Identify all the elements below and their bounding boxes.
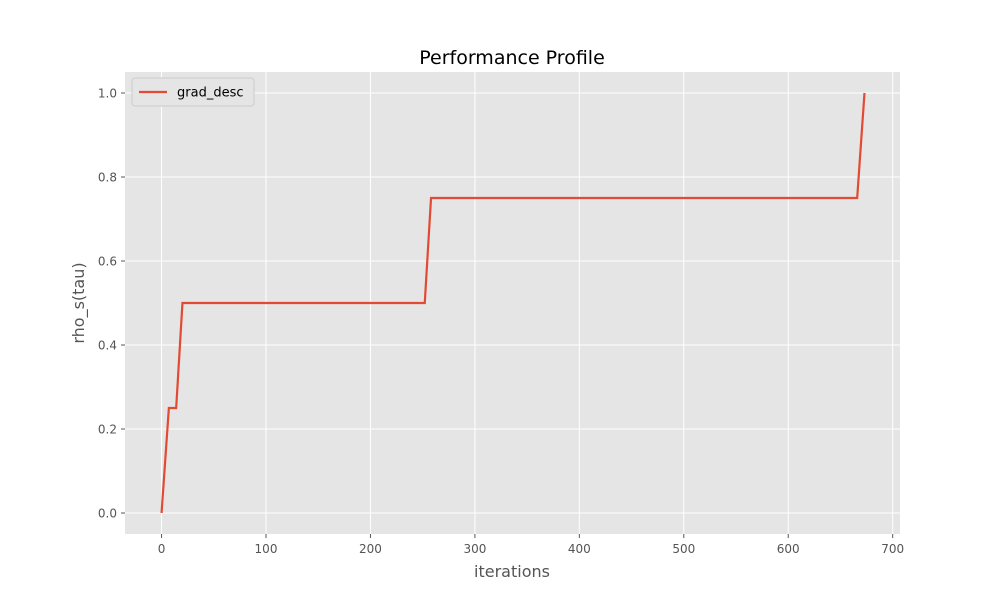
legend-label: grad_desc: [177, 86, 244, 101]
x-tick-label: 700: [881, 542, 904, 556]
x-tick-label: 400: [568, 542, 591, 556]
x-tick-label: 0: [158, 542, 166, 556]
x-tick-label: 600: [777, 542, 800, 556]
y-tick-label: 1.0: [98, 87, 117, 101]
x-tick-label: 100: [255, 542, 278, 556]
legend: grad_desc: [132, 78, 254, 106]
x-axis-label: iterations: [474, 562, 550, 581]
y-axis-label: rho_s(tau): [69, 262, 89, 343]
x-tick-label: 200: [359, 542, 382, 556]
y-tick-label: 0.2: [98, 423, 117, 437]
y-tick-label: 0.4: [98, 339, 117, 353]
chart-title: Performance Profile: [419, 47, 605, 69]
y-axis-ticks: 0.0 0.2 0.4 0.6 0.8 1.0: [98, 87, 125, 521]
x-tick-label: 500: [672, 542, 695, 556]
y-tick-label: 0.8: [98, 171, 117, 185]
x-tick-label: 300: [463, 542, 486, 556]
x-axis-ticks: 0 100 200 300 400 500 600 700: [158, 534, 904, 556]
y-tick-label: 0.0: [98, 507, 117, 521]
y-tick-label: 0.6: [98, 255, 117, 269]
